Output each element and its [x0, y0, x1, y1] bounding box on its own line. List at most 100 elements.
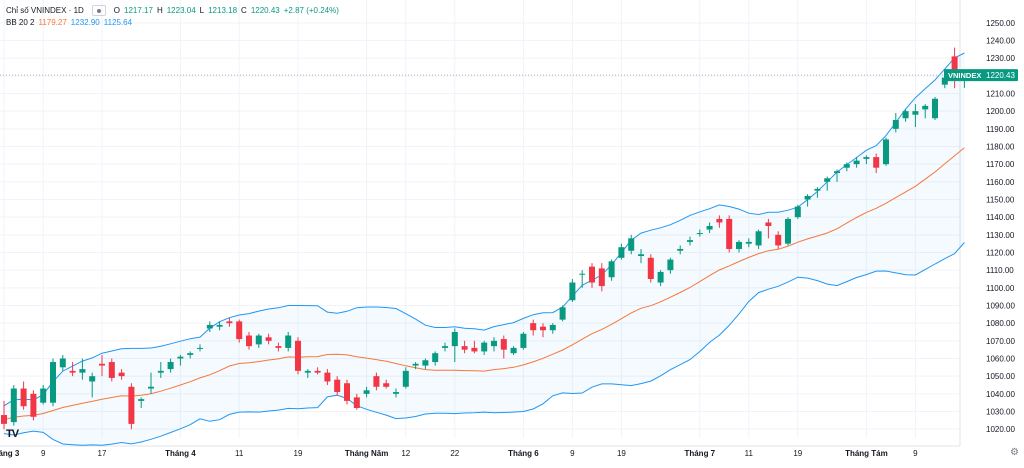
candle-up[interactable] — [138, 397, 145, 408]
candle-down[interactable] — [108, 358, 115, 382]
candle-up[interactable] — [10, 385, 17, 426]
candle-up[interactable] — [834, 169, 840, 182]
candle-up[interactable] — [167, 358, 174, 373]
candle-up[interactable] — [177, 354, 184, 366]
candle-up[interactable] — [481, 340, 488, 355]
candle-down[interactable] — [540, 323, 546, 338]
candle-up[interactable] — [892, 112, 899, 133]
candle-down[interactable] — [647, 254, 654, 283]
candle-up[interactable] — [79, 358, 86, 380]
candle-up[interactable] — [579, 270, 586, 288]
candle-up[interactable] — [40, 385, 47, 405]
candle-up[interactable] — [794, 204, 801, 219]
candle-up[interactable] — [393, 388, 399, 398]
symbol-title[interactable]: Chỉ số VNINDEX · 1D — [6, 6, 84, 15]
candle-up[interactable] — [755, 229, 762, 249]
candle-down[interactable] — [344, 379, 350, 405]
candle-up[interactable] — [912, 104, 919, 128]
candle-up[interactable] — [902, 109, 909, 122]
candle-down[interactable] — [334, 376, 341, 396]
candle-up[interactable] — [520, 332, 527, 350]
candle-down[interactable] — [716, 215, 723, 228]
candle-down[interactable] — [726, 215, 733, 253]
candle-up[interactable] — [804, 194, 811, 207]
time-axis[interactable]: Tháng 3 9 17 Tháng 4 11 19 Tháng Năm 12 22 Tháng … — [0, 449, 918, 458]
candle-down[interactable] — [765, 218, 772, 239]
candle-up[interactable] — [304, 369, 311, 378]
candle-down[interactable] — [598, 263, 605, 292]
candle-down[interactable] — [118, 369, 125, 380]
candle-up[interactable] — [843, 162, 850, 172]
candle-down[interactable] — [275, 342, 282, 352]
candle-down[interactable] — [373, 372, 380, 391]
candle-down[interactable] — [951, 47, 958, 89]
candle-down[interactable] — [500, 335, 507, 359]
candle-up[interactable] — [824, 176, 831, 191]
candle-up[interactable] — [814, 187, 821, 198]
candle-down[interactable] — [353, 393, 360, 410]
candle-down[interactable] — [265, 333, 272, 345]
indicator-legend[interactable]: BB 20 2 1179.27 1232.90 1125.64 — [6, 18, 132, 27]
candle-down[interactable] — [775, 231, 782, 249]
candle-down[interactable] — [128, 383, 135, 430]
candle-up[interactable] — [745, 238, 752, 248]
candle-up[interactable] — [922, 104, 929, 119]
candle-up[interactable] — [50, 358, 56, 407]
candle-up[interactable] — [785, 217, 791, 246]
settings-gear-icon[interactable]: ⚙ — [1010, 447, 1019, 458]
candle-up[interactable] — [255, 333, 262, 348]
candle-up[interactable] — [216, 321, 223, 331]
candle-down[interactable] — [69, 362, 76, 377]
candle-up[interactable] — [932, 97, 938, 120]
candle-down[interactable] — [20, 381, 27, 410]
candle-up[interactable] — [883, 137, 889, 166]
candle-up[interactable] — [442, 342, 448, 352]
candle-up[interactable] — [863, 155, 870, 165]
candle-up[interactable] — [559, 305, 566, 322]
candle-up[interactable] — [363, 386, 370, 398]
candle-up[interactable] — [569, 279, 576, 302]
candle-down[interactable] — [873, 153, 880, 173]
candle-up[interactable] — [148, 372, 154, 394]
candle-up[interactable] — [422, 358, 429, 370]
candle-down[interactable] — [30, 390, 37, 421]
candle-up[interactable] — [491, 337, 497, 352]
candle-up[interactable] — [187, 351, 194, 359]
candle-down[interactable] — [530, 319, 537, 336]
candle-down[interactable] — [314, 367, 321, 375]
candle-up[interactable] — [677, 245, 684, 255]
candle-up[interactable] — [657, 270, 664, 287]
price-axis[interactable]: 1020.00 1030.00 1040.00 1050.00 1060.00 1070.… — [986, 19, 1015, 434]
candle-down[interactable] — [226, 317, 233, 327]
candle-down[interactable] — [99, 354, 105, 377]
candle-up[interactable] — [197, 344, 203, 352]
candle-up[interactable] — [696, 229, 703, 237]
candle-up[interactable] — [206, 321, 213, 332]
eye-icon[interactable] — [91, 5, 106, 16]
candle-up[interactable] — [706, 222, 713, 234]
candle-down[interactable] — [461, 340, 468, 354]
candle-up[interactable] — [853, 157, 860, 168]
candle-up[interactable] — [736, 240, 742, 253]
candle-up[interactable] — [59, 354, 66, 371]
candle-down[interactable] — [383, 379, 390, 389]
candle-up[interactable] — [432, 351, 439, 366]
candle-up[interactable] — [618, 243, 625, 260]
candle-up[interactable] — [687, 236, 693, 246]
candle-up[interactable] — [89, 372, 96, 398]
candle-up[interactable] — [510, 346, 517, 355]
candle-up[interactable] — [628, 234, 635, 255]
candle-down[interactable] — [246, 332, 252, 350]
candle-down[interactable] — [1, 400, 7, 430]
candle-up[interactable] — [549, 323, 556, 334]
candle-down[interactable] — [324, 369, 331, 385]
indicator-name[interactable]: BB 20 2 — [6, 18, 35, 27]
candle-up[interactable] — [608, 259, 615, 281]
candle-down[interactable] — [589, 263, 595, 288]
candle-up[interactable] — [451, 328, 458, 363]
candle-up[interactable] — [412, 362, 419, 370]
tradingview-logo[interactable]: TV — [6, 428, 19, 440]
